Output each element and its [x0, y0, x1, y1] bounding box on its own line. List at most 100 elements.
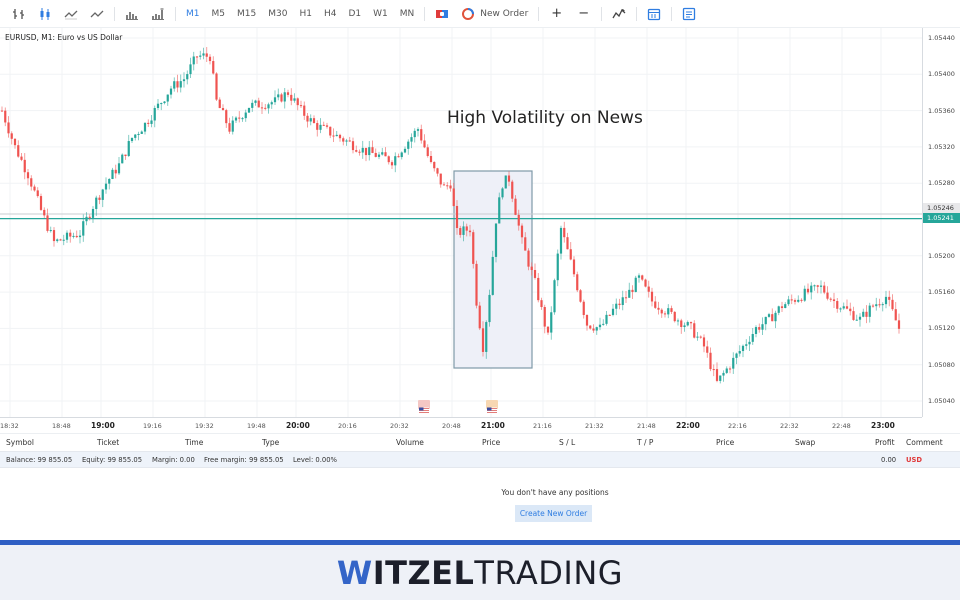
- time-tick-label: 21:16: [533, 422, 552, 430]
- time-tick-label: 21:32: [585, 422, 604, 430]
- empty-positions-message: You don't have any positions: [501, 488, 609, 497]
- price-tick-label: 1.05040: [928, 397, 955, 405]
- column-header[interactable]: Swap: [795, 438, 816, 447]
- time-tick-label: 21:48: [637, 422, 656, 430]
- time-tick-label: 20:48: [442, 422, 461, 430]
- calendar-button[interactable]: [641, 0, 667, 28]
- positions-table-header: Symbol Ticket Time Type Volume Price S / L T / …: [0, 433, 960, 451]
- volume-button[interactable]: [119, 0, 145, 28]
- margin-value: Margin: 0.00: [152, 456, 195, 464]
- time-tick-label: 22:32: [780, 422, 799, 430]
- witzel-trading-logo: W ITZEL TRADING: [337, 554, 623, 592]
- chart-template-button[interactable]: [676, 0, 702, 28]
- account-summary-row: Balance: 99 855.05 Equity: 99 855.05 Mar…: [0, 451, 960, 468]
- price-axis[interactable]: 1.05440 1.05400 1.05360 1.05320 1.05280 1.052…: [922, 28, 960, 417]
- column-header[interactable]: Symbol: [6, 438, 34, 447]
- time-tick-label: 19:00: [91, 421, 115, 430]
- line-chart-button[interactable]: [58, 0, 84, 28]
- timeframe-w1[interactable]: W1: [373, 8, 388, 19]
- zoom-in-button[interactable]: +: [551, 6, 563, 21]
- column-header[interactable]: S / L: [559, 438, 576, 447]
- time-tick-label: 18:32: [0, 422, 19, 430]
- candles-icon: [40, 7, 50, 20]
- column-header[interactable]: Ticket: [97, 438, 120, 447]
- toolbar: M1 M5 M15 M30 H1 H4 D1 W1 MN New Order +…: [0, 0, 960, 28]
- volume-ticks-icon: [152, 8, 164, 20]
- logo-bold-text: ITZEL: [372, 553, 475, 592]
- us-flag-icon[interactable]: [418, 400, 430, 414]
- bars-chart-button[interactable]: [6, 0, 32, 28]
- toolbar-divider: [538, 6, 540, 21]
- timeframe-m30[interactable]: M30: [268, 8, 288, 19]
- time-tick-label: 19:32: [195, 422, 214, 430]
- one-click-trading-icon: [436, 9, 449, 18]
- column-header[interactable]: Volume: [396, 438, 424, 447]
- column-header[interactable]: Type: [262, 438, 280, 447]
- currency-label: USD: [906, 456, 923, 464]
- chart-canvas[interactable]: [0, 28, 922, 417]
- symbol-title: EURUSD, M1: Euro vs US Dollar: [5, 33, 123, 42]
- column-header[interactable]: Price: [716, 438, 735, 447]
- price-tick-label: 1.05080: [928, 360, 955, 369]
- timeframe-h4[interactable]: H4: [323, 8, 337, 19]
- zoom-out-button[interactable]: −: [578, 6, 590, 21]
- price-tick-label: 1.05320: [928, 142, 955, 151]
- balance-value: Balance: 99 855.05: [6, 456, 73, 464]
- equity-value: Equity: 99 855.05: [82, 456, 143, 464]
- column-header[interactable]: T / P: [637, 438, 654, 447]
- column-header[interactable]: Price: [482, 438, 501, 447]
- indicators-button[interactable]: [606, 0, 632, 28]
- new-order-icon: [462, 7, 475, 20]
- time-tick-label: 19:16: [143, 422, 162, 430]
- time-tick-label: 22:16: [728, 422, 747, 430]
- time-axis[interactable]: 18:32 18:48 19:00 19:16 19:32 19:48 20:00 20:16…: [0, 417, 922, 432]
- time-tick-label: 23:00: [871, 421, 895, 430]
- ask-price-tag: 1.05241: [923, 213, 960, 223]
- toolbar-divider: [601, 6, 603, 21]
- timeframe-mn[interactable]: MN: [399, 8, 415, 19]
- timeframe-d1[interactable]: D1: [348, 8, 362, 19]
- time-tick-label: 20:32: [390, 422, 409, 430]
- logo-light-text: TRADING: [474, 553, 624, 592]
- candlestick-chart: [0, 28, 922, 417]
- tick-volume-button[interactable]: [145, 0, 171, 28]
- price-tick-label: 1.05400: [928, 70, 955, 79]
- area-chart-button[interactable]: [84, 0, 110, 28]
- free-margin-value: Free margin: 99 855.05: [204, 456, 284, 464]
- area-icon: [90, 10, 104, 17]
- chart-annotation: High Volatility on News: [447, 108, 643, 128]
- document-icon: [682, 7, 696, 20]
- price-tick-label: 1.05360: [928, 106, 955, 115]
- timeframe-m5[interactable]: M5: [211, 8, 226, 19]
- timeframe-m1[interactable]: M1: [186, 8, 200, 19]
- calendar-icon: [647, 8, 661, 20]
- toolbar-divider: [114, 6, 115, 21]
- create-new-order-button[interactable]: Create New Order: [515, 505, 592, 522]
- one-click-trading-button[interactable]: [429, 0, 455, 28]
- new-order-label: New Order: [480, 8, 529, 19]
- footer-divider: [0, 540, 960, 545]
- time-tick-label: 21:00: [481, 421, 505, 430]
- footer-brand: W ITZEL TRADING: [0, 545, 960, 600]
- time-tick-label: 22:00: [676, 421, 700, 430]
- column-header[interactable]: Profit: [875, 438, 895, 447]
- time-tick-label: 18:48: [52, 422, 71, 430]
- candles-chart-button[interactable]: [32, 0, 58, 28]
- toolbar-divider: [671, 6, 673, 21]
- timeframe-h1[interactable]: H1: [299, 8, 312, 19]
- column-header[interactable]: Time: [185, 438, 204, 447]
- price-tick-label: 1.05280: [928, 179, 955, 188]
- time-tick-label: 20:00: [286, 421, 310, 430]
- price-tick-label: 1.05160: [928, 288, 955, 297]
- column-header[interactable]: Comment: [906, 438, 943, 447]
- price-tick-label: 1.05200: [928, 251, 955, 260]
- new-order-button[interactable]: New Order: [455, 0, 534, 28]
- toolbar-divider: [636, 6, 638, 21]
- time-tick-label: 20:16: [338, 422, 357, 430]
- line-icon: [64, 10, 78, 19]
- us-flag-icon[interactable]: [486, 400, 498, 414]
- toolbar-divider: [175, 6, 176, 21]
- bars-icon: [13, 8, 24, 19]
- bid-price-tag: 1.05246: [923, 203, 960, 213]
- timeframe-m15[interactable]: M15: [237, 8, 257, 19]
